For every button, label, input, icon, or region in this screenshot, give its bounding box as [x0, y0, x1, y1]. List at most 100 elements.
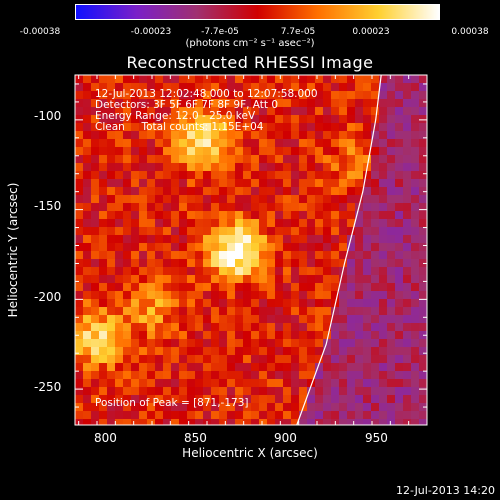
heatmap-cell — [139, 419, 147, 425]
heatmap-cell — [355, 147, 363, 155]
heatmap-cell — [139, 395, 147, 403]
heatmap-cell — [75, 395, 83, 403]
heatmap-cell — [83, 131, 91, 139]
heatmap-cell — [147, 363, 155, 371]
heatmap-cell — [227, 355, 235, 363]
heatmap-cell — [275, 411, 283, 419]
heatmap-cell — [171, 339, 179, 347]
heatmap-cell — [315, 91, 323, 99]
heatmap-cell — [379, 403, 387, 411]
y-axis-label: Heliocentric Y (arcsec) — [6, 182, 20, 318]
heatmap-cell — [363, 291, 371, 299]
heatmap-cell — [307, 163, 315, 171]
heatmap-cell — [259, 123, 267, 131]
heatmap-cell — [211, 331, 219, 339]
heatmap-cell — [123, 299, 131, 307]
heatmap-cell — [315, 243, 323, 251]
heatmap-cell — [339, 347, 347, 355]
heatmap-cell — [267, 323, 275, 331]
heatmap-cell — [267, 387, 275, 395]
heatmap-cell — [187, 75, 195, 83]
heatmap-cell — [371, 387, 379, 395]
heatmap-cell — [107, 283, 115, 291]
heatmap-cell — [107, 355, 115, 363]
heatmap-cell — [139, 187, 147, 195]
heatmap-cell — [339, 235, 347, 243]
heatmap-cell — [171, 331, 179, 339]
heatmap-cell — [363, 187, 371, 195]
heatmap-cell — [139, 163, 147, 171]
heatmap-cell — [179, 227, 187, 235]
heatmap-cell — [75, 115, 83, 123]
heatmap-cell — [323, 187, 331, 195]
heatmap-cell — [387, 355, 395, 363]
heatmap-cell — [395, 315, 403, 323]
heatmap-cell — [291, 419, 299, 425]
heatmap-cell — [83, 267, 91, 275]
heatmap-cell — [243, 331, 251, 339]
heatmap-cell — [347, 315, 355, 323]
heatmap-cell — [211, 259, 219, 267]
heatmap-cell — [379, 147, 387, 155]
heatmap-cell — [219, 315, 227, 323]
heatmap-cell — [131, 363, 139, 371]
heatmap-cell — [195, 323, 203, 331]
heatmap-cell — [243, 171, 251, 179]
heatmap-cell — [147, 171, 155, 179]
heatmap-cell — [211, 131, 219, 139]
heatmap-cell — [227, 91, 235, 99]
heatmap-cell — [235, 259, 243, 267]
heatmap-cell — [291, 171, 299, 179]
heatmap-cell — [379, 123, 387, 131]
heatmap-cell — [235, 355, 243, 363]
heatmap-cell — [379, 363, 387, 371]
heatmap-cell — [331, 251, 339, 259]
heatmap-cell — [259, 131, 267, 139]
heatmap-cell — [379, 171, 387, 179]
heatmap-cell — [115, 403, 123, 411]
heatmap-cell — [115, 251, 123, 259]
heatmap-cell — [123, 259, 131, 267]
heatmap-cell — [75, 267, 83, 275]
heatmap-cell — [219, 347, 227, 355]
heatmap-cell — [155, 91, 163, 99]
heatmap-cell — [283, 379, 291, 387]
heatmap-cell — [235, 307, 243, 315]
heatmap-cell — [283, 187, 291, 195]
heatmap-cell — [75, 227, 83, 235]
heatmap-cell — [123, 267, 131, 275]
heatmap-cell — [235, 75, 243, 83]
heatmap-cell — [331, 139, 339, 147]
heatmap-cell — [219, 139, 227, 147]
heatmap-cell — [307, 371, 315, 379]
heatmap-cell — [259, 315, 267, 323]
heatmap-cell — [299, 147, 307, 155]
heatmap-cell — [371, 267, 379, 275]
heatmap-cell — [75, 299, 83, 307]
heatmap-cell — [99, 259, 107, 267]
heatmap-cell — [307, 187, 315, 195]
heatmap-cell — [83, 347, 91, 355]
heatmap-cell — [379, 411, 387, 419]
heatmap-cell — [275, 323, 283, 331]
heatmap-cell — [131, 219, 139, 227]
heatmap-cell — [195, 411, 203, 419]
heatmap-cell — [91, 291, 99, 299]
heatmap-cell — [171, 299, 179, 307]
heatmap-cell — [419, 195, 427, 203]
heatmap-cell — [363, 243, 371, 251]
heatmap-cell — [339, 91, 347, 99]
heatmap-cell — [163, 107, 171, 115]
heatmap-cell — [75, 211, 83, 219]
heatmap-cell — [355, 179, 363, 187]
heatmap-cell — [315, 419, 323, 425]
heatmap-cell — [251, 347, 259, 355]
heatmap-cell — [267, 235, 275, 243]
heatmap-cell — [195, 355, 203, 363]
heatmap-cell — [187, 387, 195, 395]
heatmap-cell — [299, 419, 307, 425]
heatmap-cell — [315, 339, 323, 347]
heatmap-cell — [243, 323, 251, 331]
heatmap-cell — [299, 171, 307, 179]
heatmap-cell — [155, 187, 163, 195]
